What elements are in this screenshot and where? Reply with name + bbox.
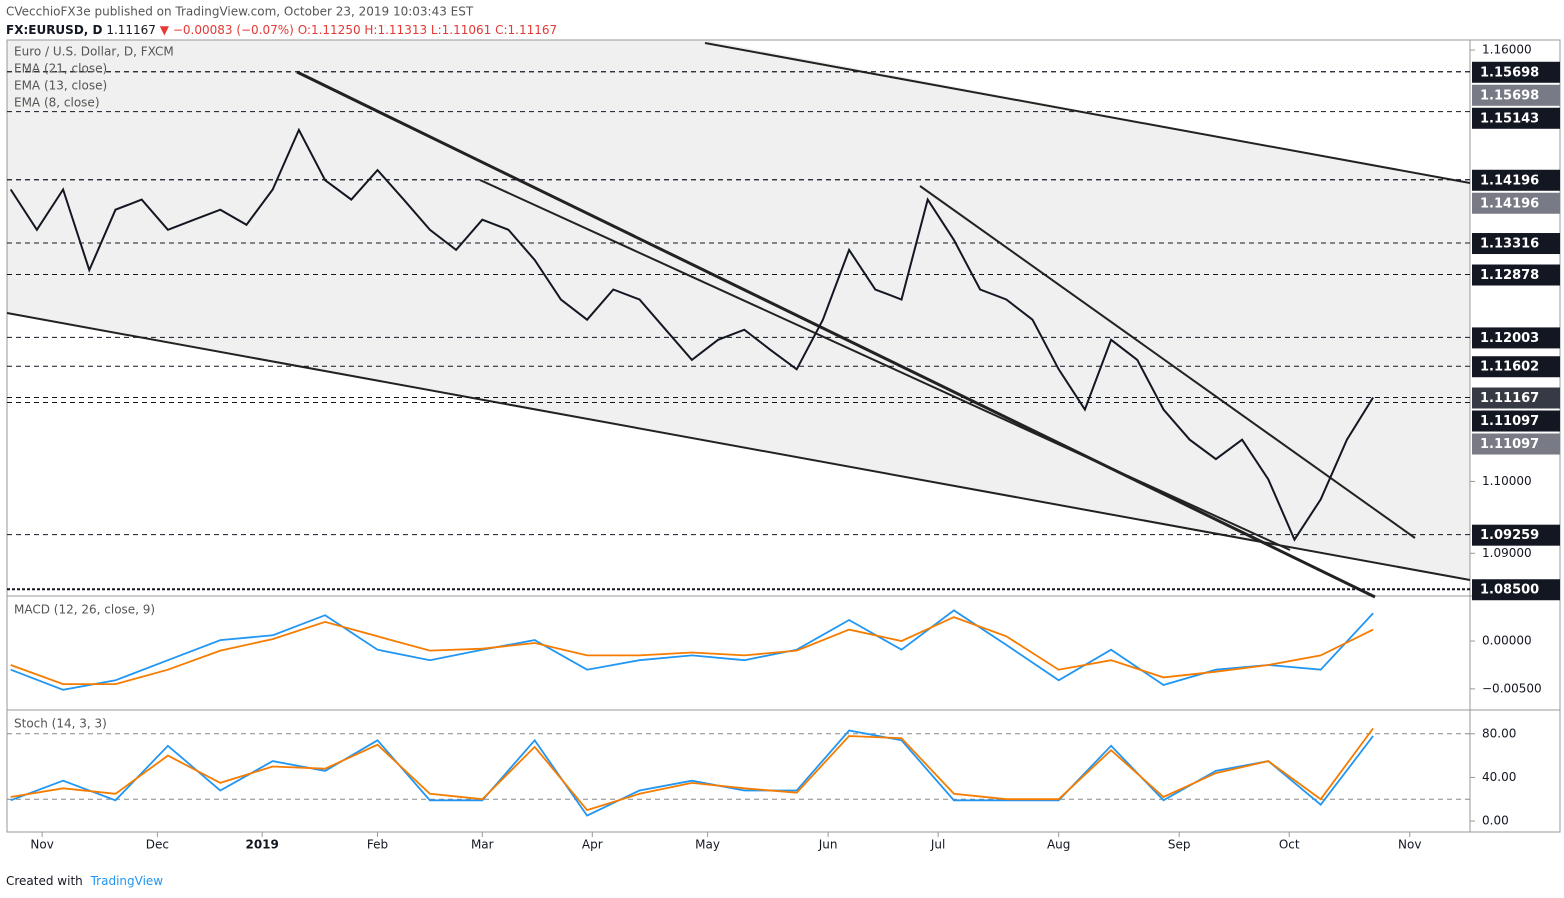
level-label: 1.11167 [1480, 391, 1539, 406]
level-box [1472, 264, 1560, 286]
quote-line: FX:EURUSD, D 1.11167 ▼ −0.00083 (−0.07%)… [6, 23, 557, 37]
indicator-label: EMA (8, close) [14, 96, 100, 110]
series-line [10, 609, 1374, 691]
level-label: 1.14196 [1480, 173, 1539, 188]
level-box [1472, 327, 1560, 349]
trend-line [479, 179, 1291, 551]
series-line [10, 727, 1374, 812]
indicator-label: EMA (21, close) [14, 62, 107, 76]
level-label: 1.14196 [1480, 196, 1539, 211]
level-box [1472, 387, 1560, 409]
x-tick-label: Jun [818, 838, 838, 852]
x-tick-label: Apr [582, 838, 603, 852]
level-label: 1.11602 [1480, 360, 1539, 375]
level-box [1472, 192, 1560, 214]
level-box [1472, 233, 1560, 255]
level-box [1472, 356, 1560, 378]
y-tick-label: 80.00 [1482, 726, 1516, 740]
y-tick-label: 1.10000 [1482, 474, 1532, 488]
x-tick-label: Sep [1168, 838, 1191, 852]
trend-line [704, 42, 1471, 184]
trend-line [6, 312, 1471, 581]
level-label: 1.15698 [1480, 65, 1539, 80]
x-tick-label: Feb [367, 838, 388, 852]
y-tick-label: 1.09000 [1482, 546, 1532, 560]
publisher: CVecchioFX3e published on TradingView.co… [6, 5, 474, 19]
trend-line [919, 185, 1416, 539]
level-label: 1.12003 [1480, 331, 1539, 346]
level-label: 1.09259 [1480, 528, 1539, 543]
x-tick-label: Mar [471, 838, 494, 852]
level-label: 1.08500 [1480, 583, 1539, 598]
series-line [9, 127, 1374, 542]
level-label: 1.13316 [1480, 237, 1539, 252]
footer-created: Created with TradingView [6, 874, 163, 888]
level-label: 1.11097 [1480, 414, 1539, 429]
last-price: 1.11167 [106, 23, 156, 37]
level-box [1472, 524, 1560, 546]
change-arrow: ▼ [160, 23, 170, 37]
x-tick-label: Dec [146, 838, 169, 852]
series-line [10, 616, 1374, 685]
ohlc: O:1.11250 H:1.11313 L:1.11061 C:1.11167 [298, 23, 557, 37]
level-box [1472, 410, 1560, 432]
y-tick-label: 1.16000 [1482, 43, 1532, 57]
y-tick-label: 0.00 [1482, 814, 1509, 828]
symbol: FX:EURUSD, D [6, 23, 103, 37]
y-tick-label: −0.00500 [1482, 681, 1542, 695]
x-tick-label: May [695, 838, 720, 852]
y-tick-label: 40.00 [1482, 770, 1516, 784]
panel-title: Stoch (14, 3, 3) [14, 717, 107, 731]
created-text: Created with [6, 874, 83, 888]
x-tick-label: Aug [1047, 838, 1070, 852]
indicator-label: EMA (13, close) [14, 79, 107, 93]
level-label: 1.12878 [1480, 268, 1539, 283]
panel-title: MACD (12, 26, close, 9) [14, 603, 155, 617]
change: −0.00083 (−0.07%) [173, 23, 294, 37]
legend-label: Euro / U.S. Dollar, D, FXCM [14, 45, 174, 59]
level-label: 1.11097 [1480, 437, 1539, 452]
x-tick-label: Nov [1398, 838, 1421, 852]
level-box [1472, 579, 1560, 601]
x-tick-label: Oct [1279, 838, 1300, 852]
y-tick-label: 0.00000 [1482, 634, 1532, 648]
x-tick-label: Nov [30, 838, 53, 852]
brand: TradingView [90, 874, 164, 888]
level-label: 1.15698 [1480, 88, 1539, 103]
level-box [1472, 169, 1560, 191]
x-tick-label: 2019 [245, 838, 278, 852]
level-box [1472, 61, 1560, 83]
level-label: 1.15143 [1480, 111, 1539, 126]
level-box [1472, 107, 1560, 129]
level-box [1472, 84, 1560, 106]
x-tick-label: Jul [930, 838, 945, 852]
level-box [1472, 433, 1560, 455]
trend-line [296, 70, 1376, 599]
